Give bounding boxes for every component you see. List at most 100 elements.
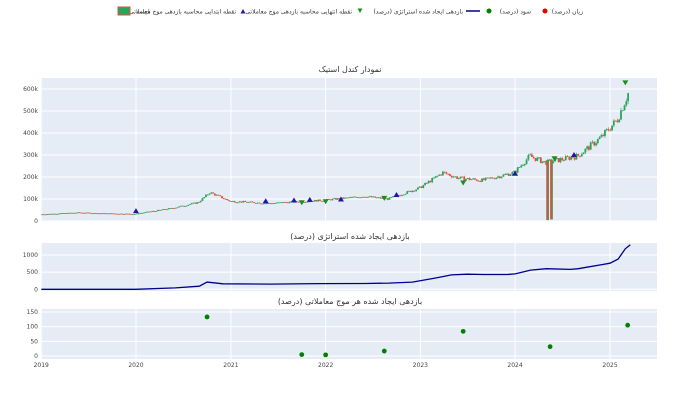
candle <box>123 214 125 215</box>
candle <box>591 141 594 143</box>
candle <box>627 93 629 102</box>
legend-item-loss[interactable]: زیان (درصد) <box>542 8 584 16</box>
candle <box>121 213 124 215</box>
legend-item-strategy[interactable]: بازدهی ایجاد شده استراتژی (درصد) <box>373 9 480 16</box>
wave-y-tick-label: 100 <box>27 324 39 331</box>
candle <box>137 213 140 215</box>
wave-y-tick-label: 150 <box>27 309 39 316</box>
candle-y-tick-label: 600k <box>23 86 38 93</box>
candle <box>354 196 357 198</box>
candle <box>468 177 471 180</box>
candle <box>66 213 68 214</box>
candle <box>411 190 414 193</box>
candle <box>598 137 601 140</box>
exit-marker <box>298 200 305 206</box>
entry-marker <box>337 196 344 202</box>
candle <box>128 213 131 215</box>
candle <box>146 211 149 213</box>
candle <box>262 203 264 205</box>
candle <box>158 209 161 211</box>
candle <box>181 205 184 207</box>
candle <box>135 213 138 215</box>
candle <box>201 198 204 201</box>
candle <box>424 182 426 186</box>
candle <box>399 195 402 197</box>
candle <box>281 202 284 204</box>
candle <box>386 198 389 200</box>
candle <box>320 200 323 202</box>
candle <box>96 213 99 215</box>
legend-label-entry: نقطه ابتدایی محاسبه بازدهی موج معاملاتی <box>129 9 236 16</box>
candle <box>522 165 524 166</box>
candle <box>507 173 510 176</box>
candle <box>50 213 52 215</box>
x-tick-label: 2024 <box>507 362 522 369</box>
legend-item-entry[interactable]: نقطه ابتدایی محاسبه بازدهی موج معاملاتی <box>129 9 246 16</box>
candle <box>352 196 355 198</box>
candle <box>401 194 403 196</box>
candle <box>238 201 241 203</box>
profit-point <box>381 348 387 354</box>
candle <box>370 196 373 198</box>
candle <box>130 213 133 215</box>
candle <box>514 170 517 173</box>
entry-marker <box>512 170 519 176</box>
candlestick-panel: 0 100k 200k 300k 400k 500k 600k <box>23 78 657 225</box>
x-tick-label: 2025 <box>602 362 617 369</box>
candle <box>458 178 460 180</box>
candle <box>513 170 516 173</box>
candle <box>564 156 567 161</box>
candle <box>449 174 451 176</box>
candle <box>459 176 462 179</box>
candle <box>555 157 558 159</box>
candle <box>269 203 272 204</box>
candle <box>417 187 419 190</box>
candle <box>331 198 334 201</box>
candle <box>87 212 90 214</box>
candle <box>44 214 47 216</box>
candle <box>516 167 519 173</box>
candle <box>402 194 405 196</box>
legend[interactable]: زیان (درصد) سود (درصد) بازدهی ایجاد شده … <box>117 6 584 16</box>
candle <box>73 212 76 214</box>
legend-item-price[interactable]: قیمت <box>117 6 150 16</box>
candle <box>288 201 291 204</box>
candle <box>103 213 106 215</box>
candle <box>105 213 108 215</box>
candlestick-plot-area <box>41 78 657 221</box>
candle <box>474 178 476 180</box>
candle <box>317 199 320 202</box>
candle <box>427 181 430 184</box>
candle <box>500 176 503 179</box>
profit-point <box>625 322 631 328</box>
candle <box>297 201 300 203</box>
entry-marker <box>262 198 269 204</box>
candle <box>618 119 621 123</box>
candle <box>157 209 159 212</box>
candle <box>609 130 612 132</box>
candle <box>438 174 441 176</box>
candle <box>360 197 362 199</box>
candle <box>408 190 410 192</box>
candle <box>571 157 574 158</box>
candle <box>169 208 172 209</box>
candle <box>226 199 229 201</box>
exit-marker <box>460 180 467 186</box>
candle <box>253 202 255 203</box>
candle <box>532 156 535 158</box>
legend-item-profit[interactable]: سود (درصد) <box>486 8 532 16</box>
candle <box>374 196 377 198</box>
profit-dot-swatch <box>486 8 492 14</box>
candle <box>304 202 307 203</box>
legend-item-exit[interactable]: نقطه انتهایی محاسبه بازدهی موج معاملاتی <box>245 8 363 16</box>
candle <box>434 176 437 178</box>
candle <box>53 213 56 215</box>
candle <box>60 213 63 214</box>
candle <box>388 197 391 200</box>
candle <box>376 197 378 199</box>
candle <box>240 201 243 203</box>
strategy-y-tick-label: 1000 <box>23 252 38 259</box>
candle <box>322 200 325 202</box>
candle <box>114 213 117 215</box>
candle <box>486 177 489 179</box>
